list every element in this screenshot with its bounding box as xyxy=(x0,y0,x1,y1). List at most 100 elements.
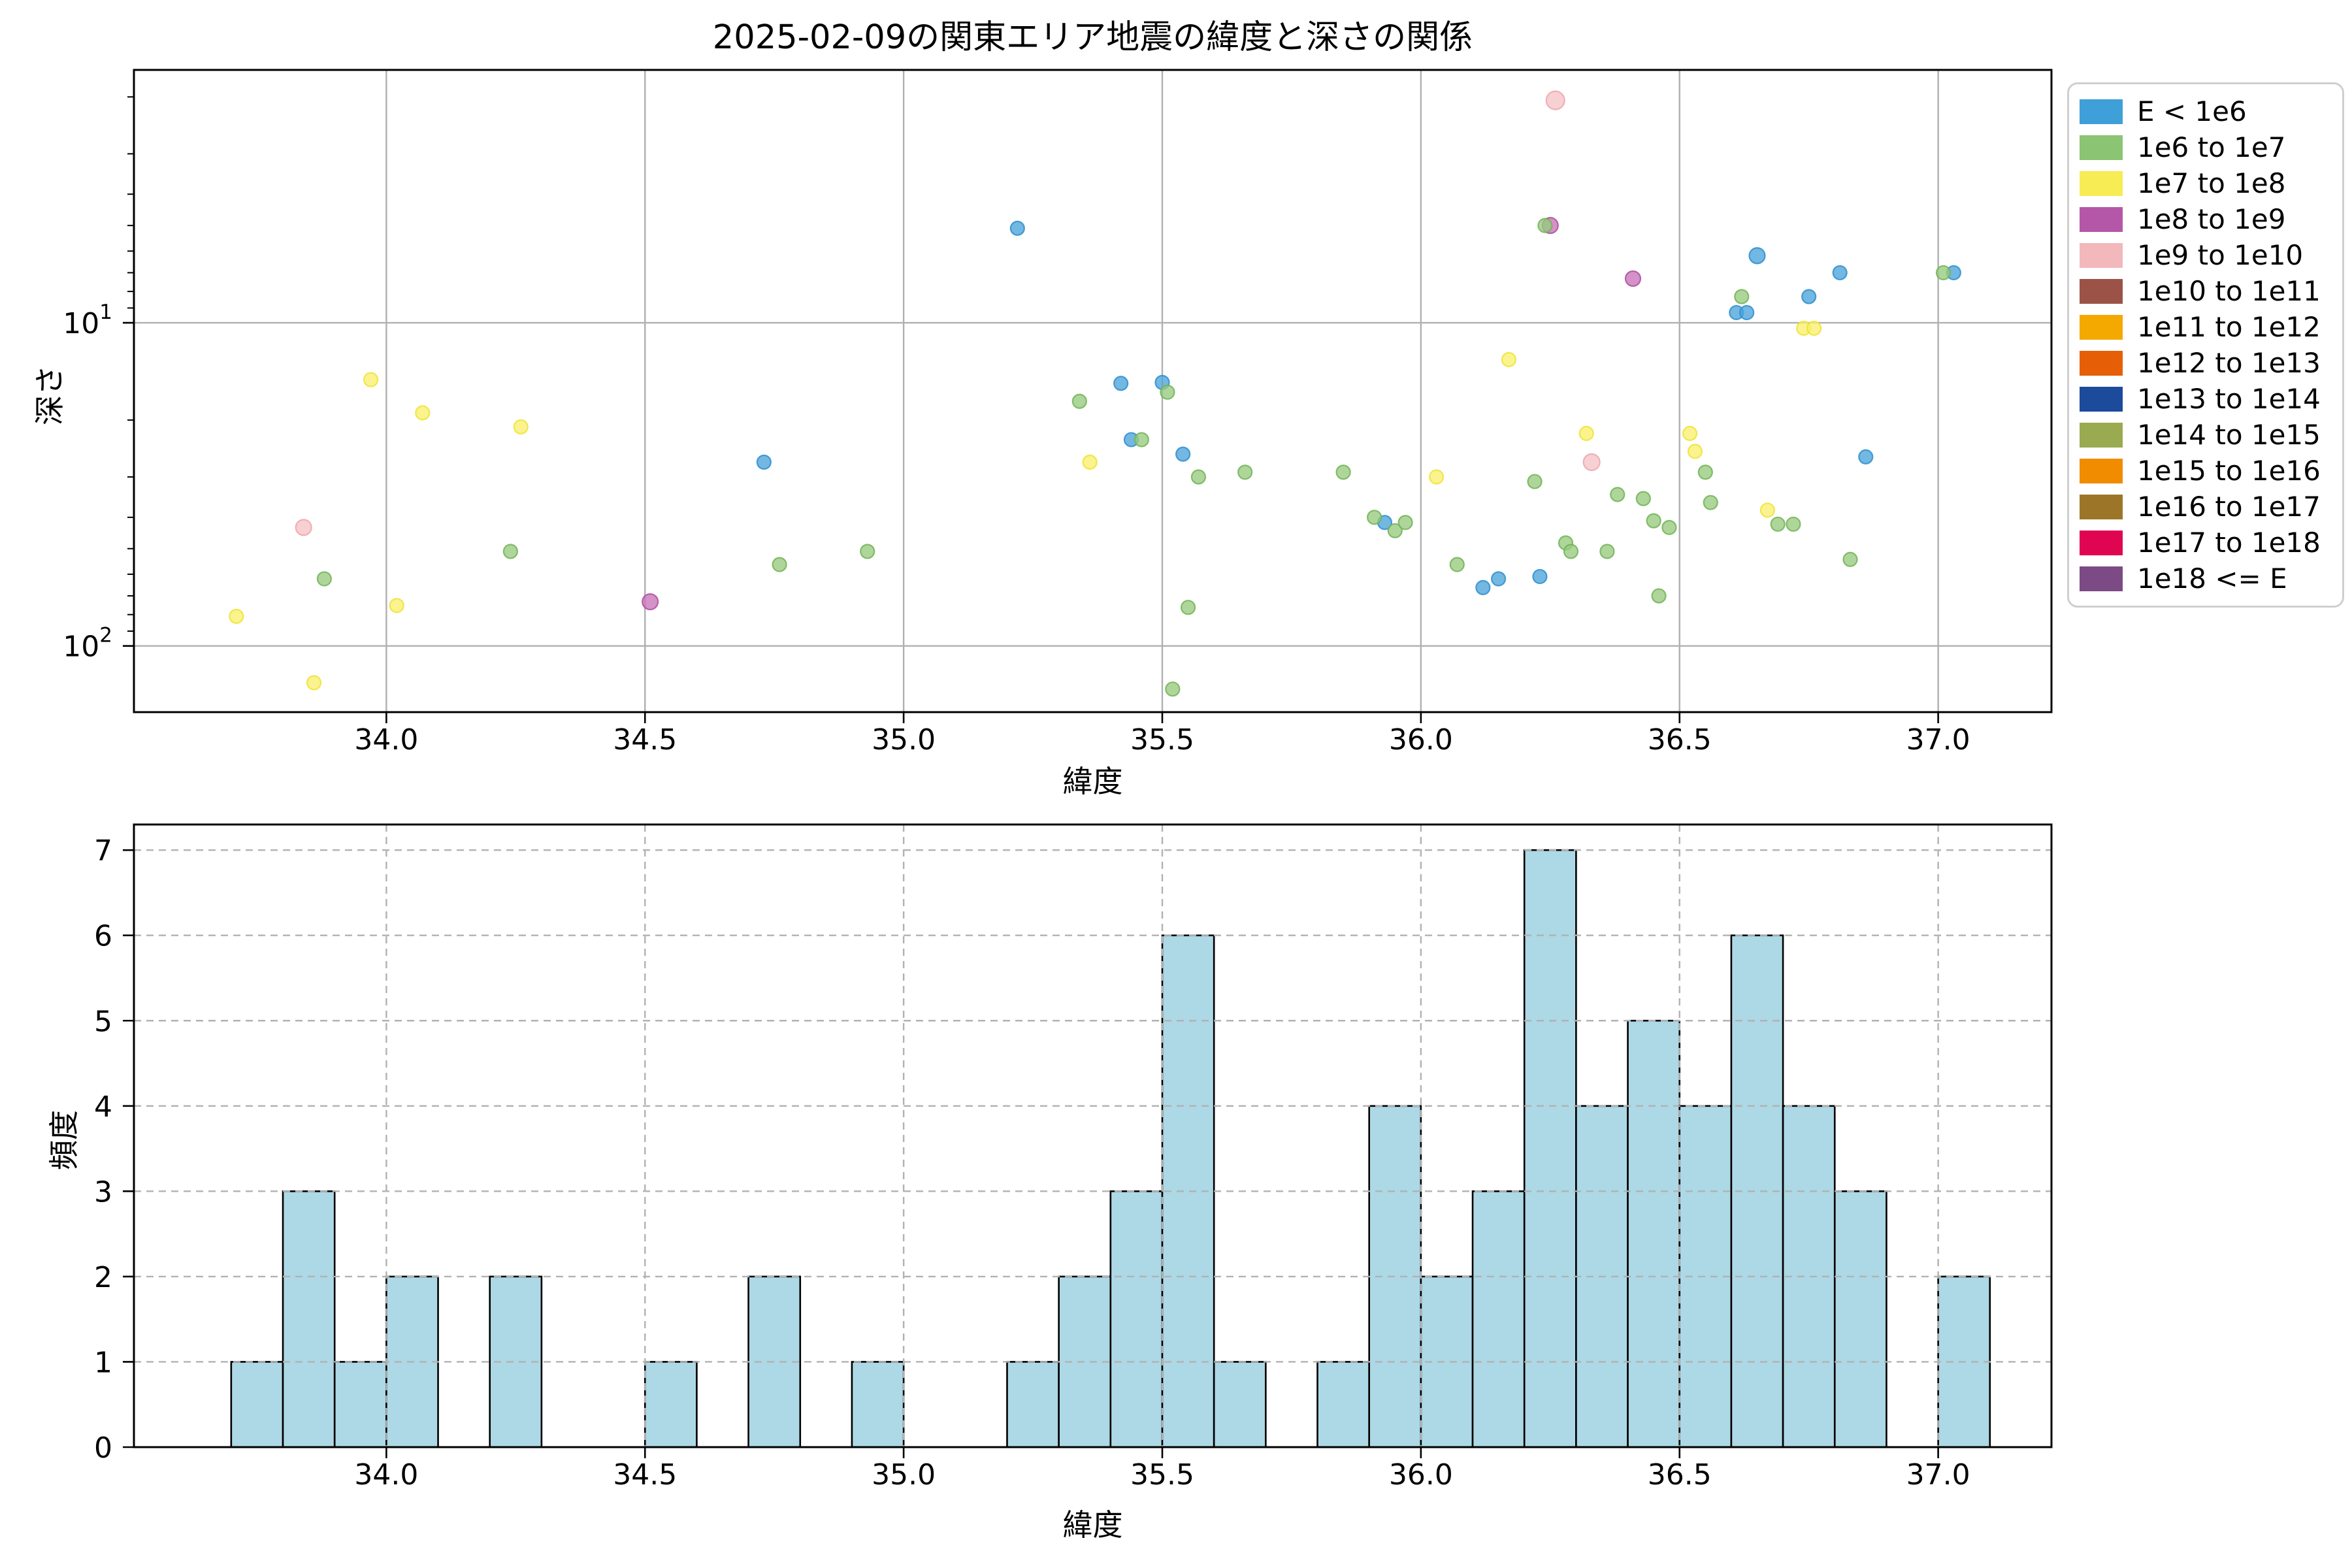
legend-item: 1e15 to 1e16 xyxy=(2080,453,2336,489)
scatter-point xyxy=(1082,454,1098,470)
scatter-point xyxy=(1842,551,1858,567)
scatter-point xyxy=(513,419,529,435)
histogram-bar xyxy=(1316,1361,1370,1448)
scatter-point xyxy=(1387,523,1403,538)
scatter-point xyxy=(756,454,772,470)
hist-ytick-label: 0 xyxy=(94,1431,112,1465)
scatter-point xyxy=(1801,289,1817,304)
legend-label: 1e7 to 1e8 xyxy=(2137,167,2286,199)
scatter-xtick-label: 36.0 xyxy=(1389,723,1453,757)
histogram-bar xyxy=(1213,1361,1267,1448)
scatter-point xyxy=(772,557,787,572)
legend-label: 1e17 to 1e18 xyxy=(2137,527,2321,559)
legend-label: 1e8 to 1e9 xyxy=(2137,203,2286,235)
scatter-xtick-label: 34.5 xyxy=(613,723,677,757)
scatter-point xyxy=(1734,289,1750,304)
scatter-point xyxy=(363,372,379,387)
scatter-xaxis-label: 緯度 xyxy=(1062,764,1123,799)
scatter-point xyxy=(1532,568,1548,585)
legend-item: 1e11 to 1e12 xyxy=(2080,309,2336,345)
scatter-ytick-label: 101 xyxy=(63,301,112,340)
scatter-point xyxy=(1582,453,1601,471)
scatter-point xyxy=(1475,580,1491,595)
scatter-point xyxy=(1748,247,1766,265)
hist-ytick-label: 3 xyxy=(94,1175,112,1209)
legend-item: 1e16 to 1e17 xyxy=(2080,489,2336,525)
scatter-point xyxy=(1682,425,1698,441)
legend-label: 1e14 to 1e15 xyxy=(2137,419,2321,451)
histogram-bar xyxy=(282,1190,336,1448)
hist-xtick-label: 36.0 xyxy=(1389,1458,1453,1492)
legend-swatch xyxy=(2080,566,2123,591)
legend: E < 1e6 1e6 to 1e7 1e7 to 1e8 1e8 to 1e9 1e9… xyxy=(2067,82,2344,608)
legend-swatch xyxy=(2080,135,2123,160)
scatter-point xyxy=(1175,446,1191,462)
legend-item: 1e14 to 1e15 xyxy=(2080,417,2336,453)
legend-label: 1e15 to 1e16 xyxy=(2137,455,2321,487)
scatter-point xyxy=(1786,516,1801,532)
legend-label: 1e12 to 1e13 xyxy=(2137,347,2321,379)
histogram-bar xyxy=(851,1361,905,1448)
legend-item: 1e6 to 1e7 xyxy=(2080,129,2336,165)
legend-label: 1e11 to 1e12 xyxy=(2137,311,2321,343)
scatter-point xyxy=(1335,465,1351,480)
scatter-point xyxy=(1703,495,1718,510)
scatter-axes-frame xyxy=(133,69,2053,713)
histogram-bar xyxy=(644,1361,698,1448)
legend-item: 1e7 to 1e8 xyxy=(2080,165,2336,201)
legend-label: 1e6 to 1e7 xyxy=(2137,131,2286,163)
scatter-xtick-label: 35.0 xyxy=(872,723,936,757)
hist-ytick-label: 7 xyxy=(94,834,112,868)
scatter-point xyxy=(1429,469,1445,485)
scatter-point xyxy=(1397,515,1413,531)
legend-item: 1e12 to 1e13 xyxy=(2080,345,2336,381)
chart-title: 2025-02-09の関東エリア地震の緯度と深さの関係 xyxy=(712,18,1473,57)
scatter-point xyxy=(1635,491,1651,506)
scatter-point xyxy=(1759,502,1775,518)
scatter-point xyxy=(1449,557,1465,572)
scatter-point xyxy=(316,571,332,587)
scatter-point xyxy=(1180,600,1196,615)
hist-xtick-label: 34.0 xyxy=(354,1458,418,1492)
legend-item: 1e18 <= E xyxy=(2080,561,2336,596)
hist-ytick-label: 1 xyxy=(94,1346,112,1379)
scatter-point xyxy=(1935,265,1952,281)
histogram-bar xyxy=(1523,849,1577,1448)
scatter-point xyxy=(1527,474,1543,489)
hist-ytick-label: 6 xyxy=(94,920,112,953)
scatter-point xyxy=(1113,376,1129,391)
legend-swatch xyxy=(2080,206,2123,232)
scatter-point xyxy=(642,593,659,611)
legend-swatch xyxy=(2080,314,2123,340)
legend-item: E < 1e6 xyxy=(2080,93,2336,129)
legend-item: 1e8 to 1e9 xyxy=(2080,201,2336,237)
histogram-bar xyxy=(1471,1190,1526,1448)
scatter-yaxis-label: 深さ xyxy=(32,365,67,425)
legend-swatch xyxy=(2080,99,2123,124)
scatter-ytick-label: 102 xyxy=(63,624,112,664)
legend-swatch xyxy=(2080,422,2123,448)
histogram-bar xyxy=(230,1361,284,1448)
legend-item: 1e9 to 1e10 xyxy=(2080,237,2336,273)
scatter-point xyxy=(1367,510,1382,525)
hist-ytick-label: 5 xyxy=(94,1005,112,1038)
hist-yaxis-label: 頻度 xyxy=(46,1110,82,1170)
legend-item: 1e17 to 1e18 xyxy=(2080,525,2336,561)
scatter-point xyxy=(1832,265,1848,281)
scatter-point xyxy=(1563,544,1579,559)
scatter-point xyxy=(1661,519,1677,535)
hist-xtick-label: 34.5 xyxy=(613,1458,677,1492)
scatter-point xyxy=(1651,588,1667,604)
scatter-point xyxy=(1009,220,1025,236)
hist-ytick-label: 2 xyxy=(94,1261,112,1294)
scatter-point xyxy=(1610,487,1625,502)
hist-xtick-label: 35.0 xyxy=(872,1458,936,1492)
histogram-bar xyxy=(1627,1019,1681,1448)
scatter-point xyxy=(1537,218,1553,233)
legend-item: 1e13 to 1e14 xyxy=(2080,381,2336,417)
scatter-point xyxy=(1687,444,1703,459)
histogram-bar xyxy=(1006,1361,1060,1448)
scatter-point xyxy=(1237,465,1253,480)
scatter-point xyxy=(1165,681,1181,697)
